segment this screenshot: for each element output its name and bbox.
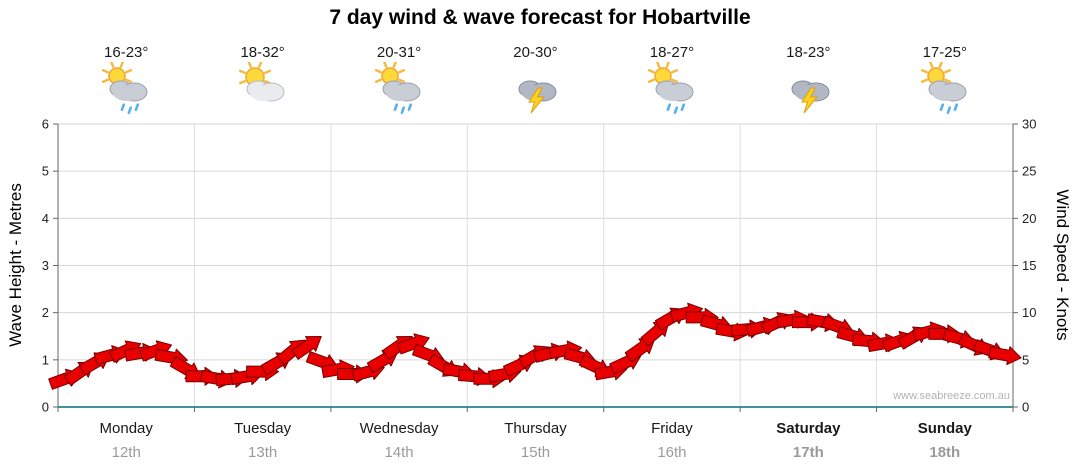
day-temp: 17-25° bbox=[922, 43, 967, 61]
day-date: 18th bbox=[929, 443, 961, 461]
storm-icon bbox=[518, 80, 557, 114]
day-temp: 20-30° bbox=[513, 43, 558, 61]
right-tick-label: 0 bbox=[1022, 400, 1029, 415]
left-tick-label: 5 bbox=[42, 164, 49, 179]
right-tick-label: 5 bbox=[1022, 352, 1029, 367]
day-date: 12th bbox=[111, 443, 141, 461]
left-tick-label: 6 bbox=[42, 117, 49, 132]
sun-cloud-rain-icon bbox=[647, 62, 694, 115]
watermark: www.seabreeze.com.au bbox=[893, 390, 1010, 402]
day-name: Thursday bbox=[504, 419, 567, 437]
sun-cloud-icon bbox=[238, 62, 285, 102]
right-tick-label: 10 bbox=[1022, 305, 1036, 320]
day-dates-row: 12th 13th 14th 15th 16th 17th 18th bbox=[58, 442, 1013, 462]
day-name: Saturday bbox=[776, 419, 841, 437]
sun-cloud-rain-icon bbox=[102, 62, 148, 115]
weather-icon-sun-cloud-rain bbox=[58, 62, 194, 116]
day-date: 17th bbox=[792, 443, 824, 461]
day-temp: 18-32° bbox=[240, 43, 285, 61]
weather-icon-sun-cloud-rain bbox=[877, 62, 1013, 116]
right-tick-label: 20 bbox=[1022, 211, 1036, 226]
left-tick-label: 0 bbox=[42, 400, 49, 415]
right-tick-label: 15 bbox=[1022, 258, 1036, 273]
day-name: Wednesday bbox=[359, 419, 439, 437]
day-date: 14th bbox=[384, 443, 414, 461]
weather-icon-storm bbox=[740, 62, 876, 116]
day-name: Tuesday bbox=[234, 419, 292, 437]
weather-icon-storm bbox=[467, 62, 603, 116]
wind-arrow bbox=[291, 336, 322, 360]
weather-icon-sun-cloud bbox=[194, 62, 330, 116]
weather-icon-sun-cloud-rain bbox=[331, 62, 467, 116]
left-tick-label: 1 bbox=[42, 352, 49, 367]
sun-cloud-rain-icon bbox=[374, 62, 421, 115]
right-tick-label: 30 bbox=[1022, 117, 1036, 132]
day-temp: 20-31° bbox=[376, 43, 422, 61]
left-tick-label: 4 bbox=[42, 211, 49, 226]
page-title: 7 day wind & wave forecast for Hobartvil… bbox=[329, 6, 751, 29]
left-tick-label: 3 bbox=[42, 258, 49, 273]
weather-icons-row bbox=[58, 62, 1013, 116]
weather-icon-sun-cloud-rain bbox=[604, 62, 740, 116]
storm-icon bbox=[791, 80, 830, 114]
sun-cloud-rain-icon bbox=[920, 62, 967, 115]
day-name: Friday bbox=[651, 419, 693, 437]
day-name: Sunday bbox=[917, 419, 972, 437]
day-names-row: Monday Tuesday Wednesday Thursday Friday Satu… bbox=[58, 418, 1013, 438]
day-temp: 16-23° bbox=[104, 43, 149, 61]
day-date: 15th bbox=[520, 443, 551, 461]
day-date: 16th bbox=[657, 443, 687, 461]
day-temp: 18-27° bbox=[649, 43, 695, 61]
left-tick-label: 2 bbox=[42, 305, 49, 320]
day-name: Monday bbox=[99, 419, 153, 437]
wind-arrow bbox=[988, 346, 1022, 365]
right-tick-label: 25 bbox=[1022, 164, 1036, 179]
day-temp: 18-23° bbox=[786, 43, 831, 61]
temperature-row: 16-23° 18-32° 20-31° 20-30° 18-27° 18-23° 17-2… bbox=[58, 42, 1013, 62]
day-date: 13th bbox=[248, 443, 278, 461]
